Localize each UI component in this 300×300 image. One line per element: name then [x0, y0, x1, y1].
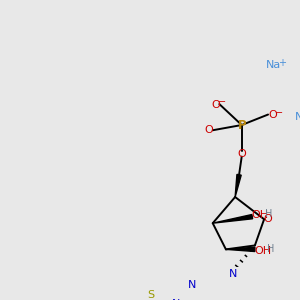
Polygon shape	[213, 214, 253, 223]
Text: OH: OH	[251, 210, 268, 220]
Polygon shape	[226, 247, 255, 251]
Text: S: S	[147, 290, 154, 300]
Text: N: N	[188, 280, 196, 290]
Text: O: O	[268, 110, 277, 119]
Text: O: O	[264, 214, 272, 224]
Text: −: −	[275, 108, 283, 118]
Text: Na: Na	[266, 60, 281, 70]
Text: +: +	[278, 58, 286, 68]
Text: Na: Na	[295, 112, 300, 122]
Text: O: O	[237, 148, 246, 158]
Text: N: N	[229, 269, 238, 279]
Text: O: O	[205, 125, 213, 135]
Text: H: H	[265, 208, 272, 219]
Text: O: O	[211, 100, 220, 110]
Text: P: P	[237, 118, 246, 131]
Text: −: −	[218, 97, 226, 107]
Text: OH: OH	[254, 246, 271, 256]
Text: N: N	[172, 299, 180, 300]
Text: H: H	[268, 244, 275, 254]
Polygon shape	[235, 174, 241, 197]
